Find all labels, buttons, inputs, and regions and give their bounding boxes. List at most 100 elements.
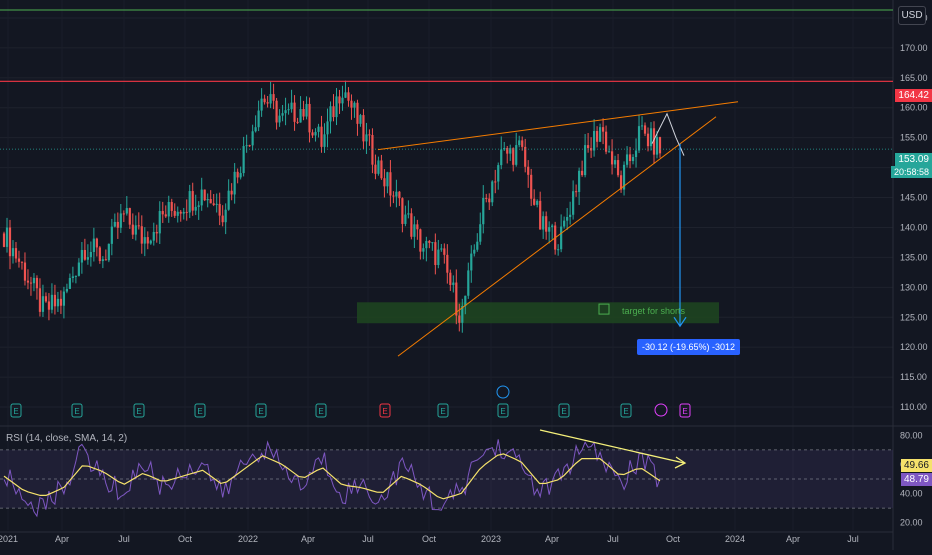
candle-body [407,213,410,215]
candle-body [296,121,299,123]
candle-body [47,301,51,310]
flag-icon [598,303,610,315]
dividend-icon [496,385,510,399]
candle-body [527,166,530,175]
candle-body [44,296,48,302]
candle-body [305,103,308,117]
earnings-icon [133,403,145,418]
earnings-icon [497,403,509,418]
candle-body [26,280,30,283]
candle-body [119,213,122,228]
candle-body [290,102,293,110]
candle-body [649,128,653,147]
candle-body [434,242,437,266]
candle-body [170,202,173,211]
time-tick-label: Jul [362,534,374,544]
candle-body [551,225,554,228]
candle-body [185,211,188,213]
candle-body [500,149,503,166]
candle-body [431,242,434,244]
last-price-tag: 153.09 [895,153,932,166]
candle-body [251,131,254,146]
candle-body [467,270,470,296]
candle-body [269,94,272,104]
candle-body [74,275,77,277]
candle-body [32,277,36,284]
candle-body [149,240,152,244]
candle-body [365,134,368,142]
candle-body [50,294,54,310]
earnings-letter: E [382,407,387,416]
candle-body [598,127,602,142]
candle-body [521,140,524,147]
candle-body [350,100,353,108]
earnings-letter: E [500,407,505,416]
candle-body [518,140,521,146]
candle-body [98,247,101,262]
time-tick-label: Oct [178,534,193,544]
candle-body [356,102,359,124]
candle-body [233,171,236,195]
candle-body [404,214,407,224]
candle-body [53,294,57,307]
candle-body [329,106,332,122]
candle-body [197,205,200,207]
earnings-letter: E [136,407,141,416]
currency-label[interactable]: USD [898,6,926,25]
candle-body [20,261,24,263]
candle-body [643,125,647,134]
candle-body [200,189,203,206]
time-tick-label: Jul [847,534,859,544]
candle-body [227,190,230,210]
candle-body [164,214,167,217]
candle-body [566,216,569,221]
price-tick-label: 110.00 [900,402,927,412]
candle-body [338,96,341,104]
candle-body [622,164,626,190]
candle-body [601,127,605,132]
candle-body [203,189,206,201]
candle-body [515,145,518,165]
candle-body [161,211,164,215]
time-tick-label: 2022 [238,534,258,544]
candle-body [584,145,587,176]
earnings-icon [379,403,391,418]
rsi-sma-tag: 48.79 [900,473,932,486]
time-tick-label: Jul [118,534,130,544]
candle-body [23,262,27,281]
price-tick-label: 145.00 [900,193,928,203]
candle-body [347,92,350,101]
candle-body [38,288,42,312]
candle-body [287,109,290,111]
candle-body [80,249,83,263]
candle-body [398,191,401,199]
candle-body [248,145,251,147]
candle-body [428,240,431,243]
candle-body [491,181,494,203]
candle-body [341,97,344,104]
candle-body [604,131,608,152]
candle-body [281,113,284,116]
rsi-line [3,439,661,518]
candle-body [257,110,260,128]
candle-body [152,231,155,241]
candle-body [332,106,335,118]
price-tick-label: 120.00 [900,342,928,352]
price-tick-label: 115.00 [900,372,927,382]
candle-body [302,109,305,117]
candle-body [110,226,113,244]
split-icon [654,403,668,417]
candle-body [401,198,404,224]
price-tick-label: 135.00 [900,252,928,262]
candle-body [371,134,374,165]
wedge-upper-line [377,101,739,151]
candle-body [497,165,500,182]
rsi-legend[interactable]: RSI (14, close, SMA, 14, 2) [6,433,128,444]
candle-body [134,225,137,235]
price-tick-label: 125.00 [900,312,928,322]
candle-body [299,109,302,123]
candle-body [362,115,365,142]
earnings-letter: E [74,407,79,416]
time-tick-label: Apr [301,534,315,544]
